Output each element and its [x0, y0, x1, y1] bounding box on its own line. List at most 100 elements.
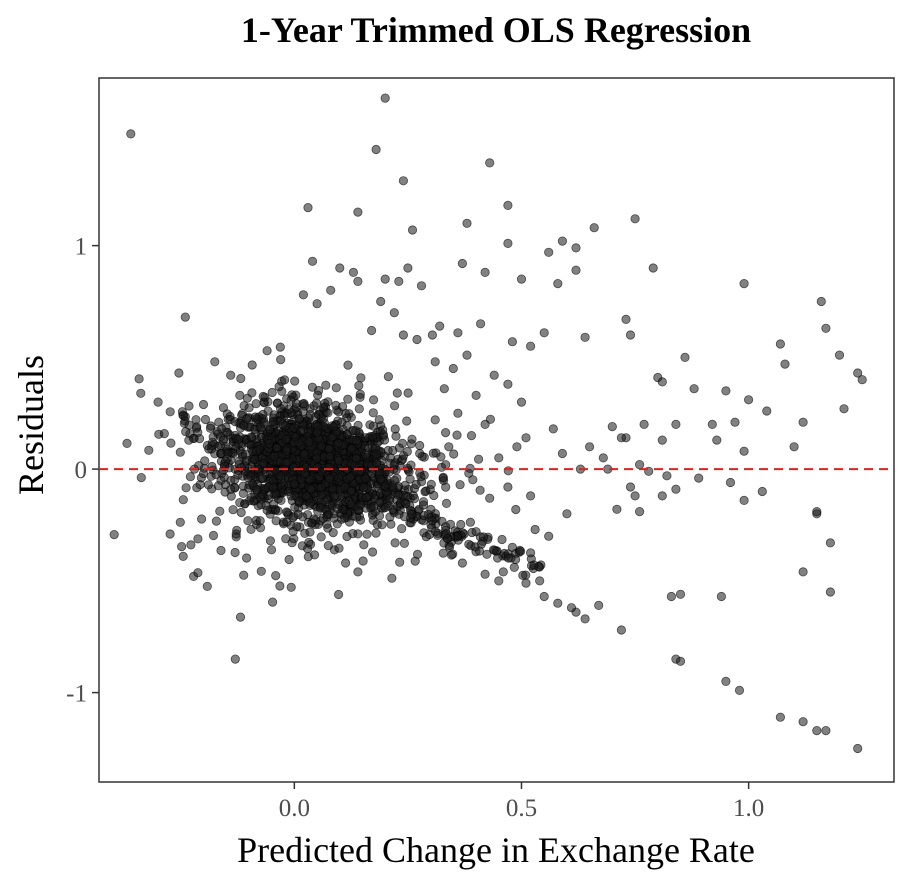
data-point: [337, 417, 347, 427]
data-point: [246, 432, 256, 442]
data-point: [821, 725, 831, 736]
data-point: [354, 380, 364, 391]
data-point: [468, 475, 478, 485]
data-point: [432, 530, 443, 541]
data-point: [305, 498, 315, 508]
data-point: [271, 570, 281, 581]
data-point: [485, 158, 495, 168]
data-point: [557, 448, 568, 459]
data-point: [345, 472, 355, 482]
data-point: [368, 395, 379, 405]
data-point: [288, 526, 298, 537]
data-point: [306, 518, 317, 528]
data-point: [462, 218, 472, 228]
data-point: [834, 350, 845, 360]
data-point: [174, 368, 184, 378]
data-point: [312, 428, 322, 438]
data-point: [159, 428, 169, 439]
data-point: [282, 517, 292, 527]
data-point: [312, 453, 322, 463]
data-point: [259, 397, 269, 407]
data-point: [281, 457, 291, 467]
data-point: [371, 449, 381, 459]
data-point: [177, 541, 187, 552]
data-point: [455, 480, 465, 490]
data-point: [235, 497, 245, 508]
data-point: [272, 443, 282, 453]
data-point: [126, 129, 136, 139]
data-point: [354, 404, 364, 414]
data-point: [498, 567, 508, 577]
data-point: [325, 451, 335, 462]
data-point: [242, 414, 252, 424]
data-point: [473, 454, 484, 464]
data-point: [180, 312, 190, 322]
data-point: [594, 600, 604, 611]
data-point: [228, 505, 238, 515]
data-point: [616, 433, 627, 443]
data-point: [244, 403, 254, 413]
data-point: [825, 587, 836, 597]
data-point: [671, 484, 681, 494]
data-point: [342, 531, 352, 542]
data-point: [134, 374, 144, 384]
data-point: [657, 435, 667, 445]
data-point: [739, 495, 749, 505]
data-point: [136, 472, 146, 483]
data-point: [438, 473, 448, 483]
data-point: [598, 453, 608, 463]
data-point: [449, 449, 459, 459]
data-point: [421, 532, 431, 542]
data-point: [307, 256, 318, 266]
data-point: [525, 548, 536, 558]
data-point: [136, 388, 146, 398]
data-point: [457, 258, 467, 269]
data-point: [657, 491, 667, 501]
data-point: [273, 506, 283, 516]
data-point: [509, 562, 519, 573]
data-point: [721, 676, 731, 687]
data-point: [208, 530, 219, 541]
data-point: [193, 427, 203, 437]
data-point: [689, 384, 699, 394]
data-point: [304, 437, 314, 447]
data-point: [390, 424, 400, 434]
data-point: [233, 470, 243, 480]
data-point: [453, 408, 463, 418]
data-point: [340, 558, 351, 568]
data-point: [287, 538, 297, 548]
data-point: [503, 200, 513, 210]
data-point: [333, 589, 344, 600]
data-point: [416, 281, 427, 291]
data-point: [307, 382, 317, 392]
data-point: [246, 492, 256, 502]
data-point: [789, 442, 799, 452]
data-point: [284, 554, 294, 565]
data-point: [494, 453, 504, 463]
data-point: [250, 412, 260, 422]
data-point: [351, 436, 361, 446]
data-point: [366, 325, 377, 336]
data-point: [279, 375, 290, 385]
data-point: [368, 431, 378, 442]
data-point: [211, 516, 221, 526]
data-point: [398, 176, 408, 186]
data-point: [219, 472, 229, 482]
data-point: [539, 591, 549, 602]
data-point: [612, 504, 622, 514]
data-point: [353, 207, 363, 217]
data-point: [480, 267, 490, 277]
data-point: [821, 323, 831, 333]
data-point: [280, 421, 290, 431]
data-point: [347, 443, 357, 453]
data-point: [316, 467, 327, 477]
data-point: [480, 569, 490, 579]
data-point: [666, 591, 677, 602]
data-point: [269, 451, 280, 461]
data-point: [335, 263, 345, 273]
data-point: [218, 403, 228, 413]
data-point: [415, 440, 425, 451]
data-point: [226, 370, 236, 380]
data-point: [258, 458, 269, 469]
data-point: [412, 549, 423, 560]
